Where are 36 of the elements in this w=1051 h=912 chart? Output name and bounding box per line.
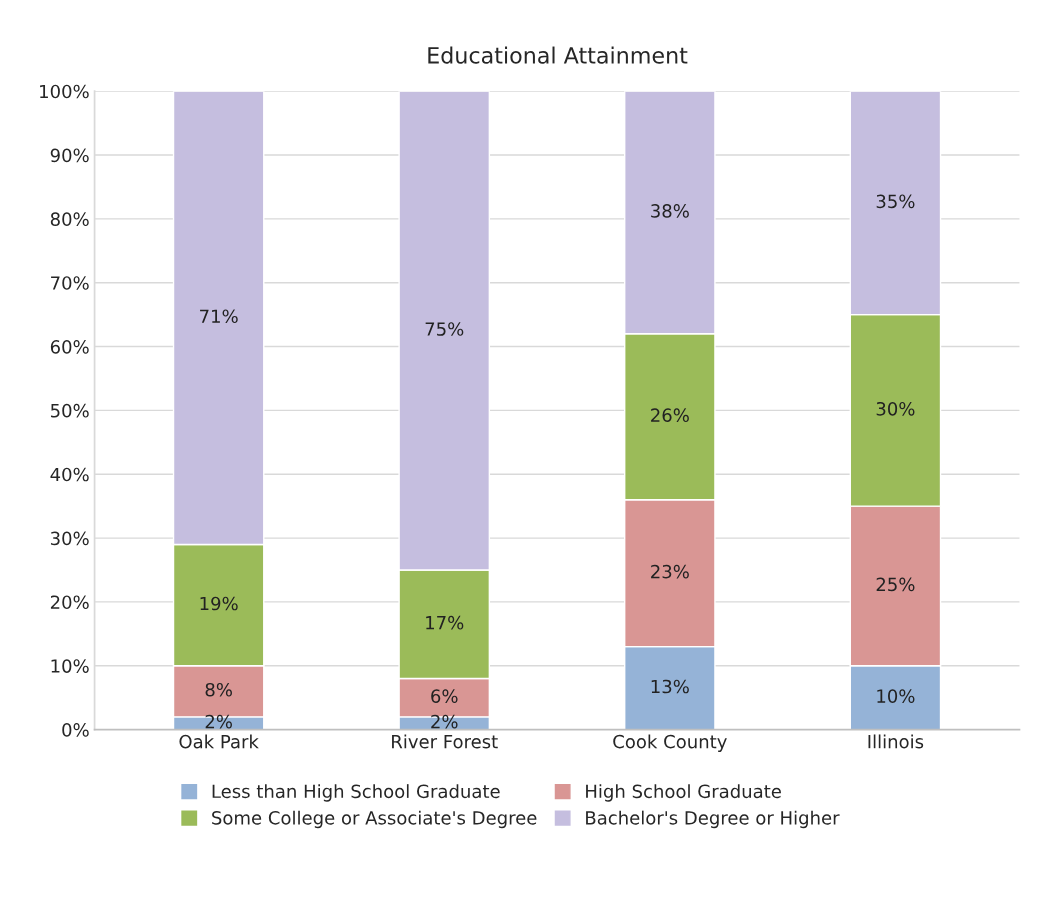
y-tick-label: 50% bbox=[50, 403, 89, 418]
data-label: 8% bbox=[205, 682, 232, 697]
legend-label: Some College or Associate's Degree bbox=[212, 810, 537, 829]
x-tick-label: River Forest bbox=[392, 734, 498, 749]
x-tick-label: Oak Park bbox=[179, 734, 259, 749]
y-tick-label: 10% bbox=[51, 659, 89, 673]
y-tick-label: 30% bbox=[50, 531, 89, 546]
x-tick-label: Cook County bbox=[613, 734, 727, 752]
data-label: 30% bbox=[876, 401, 915, 416]
data-label: 23% bbox=[651, 564, 689, 579]
data-label: 19% bbox=[200, 596, 238, 611]
data-label: 17% bbox=[426, 615, 464, 630]
data-label: 71% bbox=[200, 309, 238, 324]
data-label: 13% bbox=[651, 679, 689, 694]
data-label: 26% bbox=[651, 408, 689, 423]
y-tick-label: 90% bbox=[50, 148, 89, 163]
data-label: 75% bbox=[425, 322, 464, 336]
y-tick-label: 0% bbox=[62, 723, 89, 737]
chart-title: Educational Attainment bbox=[428, 46, 688, 64]
y-tick-label: 40% bbox=[50, 467, 89, 482]
data-label: 6% bbox=[431, 689, 458, 703]
legend-label: Bachelor's Degree or Higher bbox=[586, 810, 840, 829]
y-tick-label: 80% bbox=[50, 212, 89, 226]
data-label: 10% bbox=[877, 689, 915, 703]
data-label: 25% bbox=[876, 577, 915, 592]
legend-label: Less than High School Graduate bbox=[212, 784, 500, 802]
data-label: 2% bbox=[205, 714, 232, 729]
y-tick-label: 70% bbox=[51, 276, 89, 290]
y-tick-label: 60% bbox=[50, 340, 89, 354]
data-label: 38% bbox=[651, 204, 689, 218]
y-tick-label: 100% bbox=[40, 84, 89, 99]
legend-label: High School Graduate bbox=[586, 784, 781, 802]
data-label: 35% bbox=[876, 194, 915, 209]
x-tick-label: Illinois bbox=[868, 734, 924, 749]
y-tick-label: 20% bbox=[50, 595, 89, 610]
data-label: 2% bbox=[431, 714, 458, 729]
